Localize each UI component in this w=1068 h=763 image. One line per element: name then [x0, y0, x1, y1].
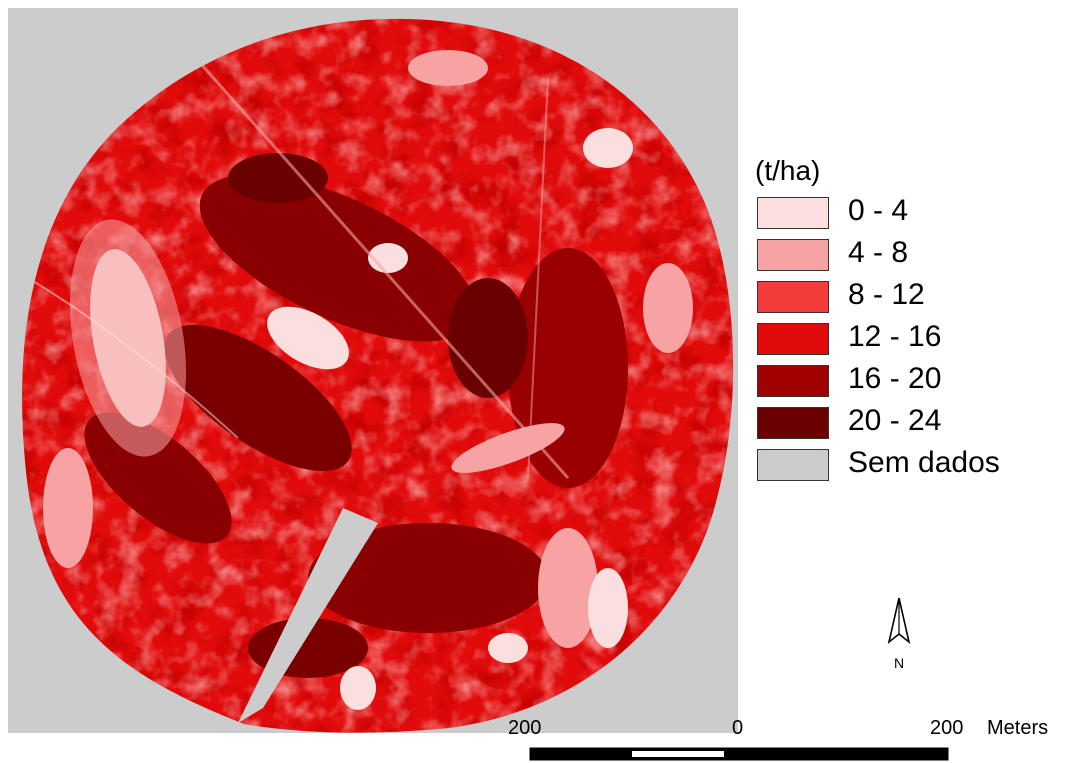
scale-bar-graphic [529, 747, 949, 761]
legend-label: 20 - 24 [848, 404, 942, 437]
legend-title: (t/ha) [755, 155, 821, 186]
legend-label: 16 - 20 [848, 362, 942, 395]
legend-item: 0 - 4 [755, 192, 908, 234]
legend-label: 4 - 8 [848, 236, 909, 269]
legend-item: 4 - 8 [755, 234, 908, 276]
legend: (t/ha) 0 - 4 4 - 8 8 - 12 12 - 16 16 - 20 20 … [755, 150, 1000, 486]
legend-rows: 0 - 4 4 - 8 8 - 12 12 - 16 16 - 20 20 - 24 Sem… [755, 192, 1000, 486]
legend-item: 8 - 12 [755, 276, 925, 318]
legend-item: 20 - 24 [755, 402, 941, 444]
legend-swatch [757, 281, 829, 313]
legend-swatch [757, 407, 829, 439]
legend-swatch [757, 449, 829, 481]
yield-map [8, 8, 738, 733]
legend-label: Sem dados [848, 446, 1000, 479]
north-arrow-icon: N [887, 597, 911, 671]
legend-swatch [757, 365, 829, 397]
legend-label: 8 - 12 [848, 278, 925, 311]
legend-item: 12 - 16 [755, 318, 941, 360]
scale-label-left: 200 [508, 717, 542, 739]
north-label: N [894, 655, 904, 671]
legend-item: 16 - 20 [755, 360, 941, 402]
legend-label: 0 - 4 [848, 194, 909, 227]
scale-label-zero: 0 [732, 717, 744, 739]
scale-unit: Meters [987, 717, 1049, 739]
scale-bar: 200 0 200 Meters [500, 715, 1068, 763]
low-yield-zones [43, 50, 693, 710]
legend-item: Sem dados [755, 444, 1000, 486]
legend-label: 12 - 16 [848, 320, 942, 353]
no-data-wedge [238, 508, 378, 723]
legend-swatch [757, 197, 829, 229]
legend-swatch [757, 239, 829, 271]
scale-label-right: 200 [930, 717, 964, 739]
legend-swatch [757, 323, 829, 355]
yield-map-svg [22, 18, 734, 733]
field-area [22, 18, 734, 733]
